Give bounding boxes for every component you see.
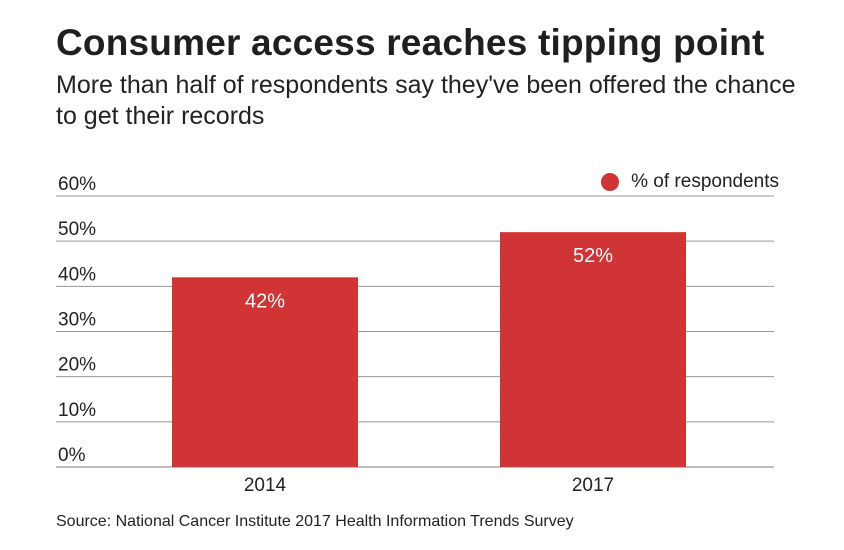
y-tick-label: 40%: [58, 264, 96, 285]
chart-subtitle: More than half of respondents say they'v…: [56, 71, 796, 130]
bar: [500, 232, 686, 467]
y-tick-label: 20%: [58, 355, 96, 376]
source-note: Source: National Cancer Institute 2017 H…: [56, 513, 574, 530]
bar: [172, 277, 358, 467]
x-tick-label: 2017: [572, 475, 614, 496]
legend-label: % of respondents: [631, 171, 779, 192]
y-tick-label: 50%: [58, 219, 96, 240]
legend: % of respondents: [601, 171, 779, 193]
y-tick-label: 60%: [58, 174, 96, 195]
y-tick-label: 10%: [58, 400, 96, 421]
legend-swatch: [601, 173, 620, 191]
x-tick-label: 2014: [244, 475, 287, 496]
data-label: 52%: [573, 245, 613, 267]
y-tick-label: 0%: [58, 445, 86, 466]
data-label: 42%: [245, 290, 285, 312]
y-tick-label: 30%: [58, 310, 96, 331]
chart-title: Consumer access reaches tipping point: [56, 22, 765, 63]
